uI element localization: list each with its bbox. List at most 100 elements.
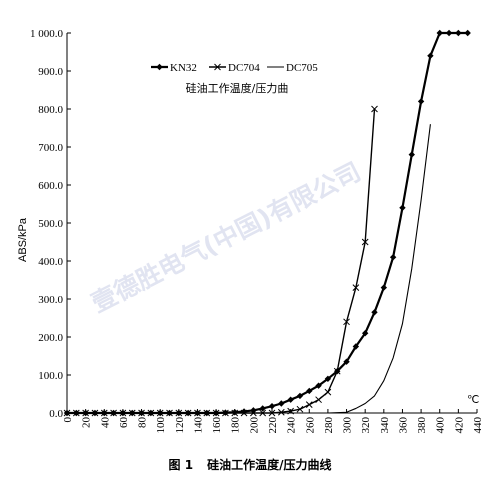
x-axis-unit: ℃: [467, 394, 479, 406]
data-point-dc704: [175, 409, 183, 417]
x-tick-label: 0: [62, 417, 74, 423]
data-point-kn32: [343, 358, 350, 365]
data-point-dc704-stroke-b: [333, 367, 341, 375]
data-point-dc704-stroke-b: [305, 401, 313, 408]
data-point-kn32: [324, 375, 332, 382]
x-tick-label: 440: [472, 417, 484, 434]
data-point-kn32: [399, 204, 406, 211]
data-point-dc704: [240, 409, 248, 417]
legend-label-kn32: KN32: [170, 62, 197, 74]
data-point-kn32: [380, 284, 388, 291]
data-point-dc704-stroke-b: [184, 409, 192, 417]
y-tick-label: 1 000.0: [30, 28, 64, 40]
data-point-kn32: [231, 409, 238, 416]
data-point-kn32: [445, 29, 453, 37]
data-point-kn32: [408, 151, 415, 158]
data-point-dc704: [268, 409, 276, 417]
y-tick-label: 300.0: [38, 294, 63, 306]
data-point-dc704: [231, 409, 239, 417]
y-tick-label: 0.0: [49, 408, 63, 420]
x-tick-label: 280: [323, 417, 335, 434]
data-point-kn32: [268, 402, 276, 410]
data-point-dc704-stroke-b: [277, 408, 285, 416]
data-point-dc704-stroke-b: [361, 238, 369, 246]
data-point-kn32: [371, 309, 378, 316]
data-point-dc704: [305, 401, 313, 408]
data-point-kn32: [455, 29, 462, 37]
figure-title: 硅油工作温度/压力曲线: [207, 458, 332, 472]
data-point-dc704-stroke-b: [138, 409, 145, 417]
data-point-dc704-stroke-b: [250, 409, 257, 417]
x-tick-label: 360: [397, 417, 409, 434]
data-point-kn32: [427, 52, 434, 59]
legend: KN32 DC704 DC705: [151, 62, 318, 74]
data-point-kn32: [464, 29, 471, 37]
x-tick-label: 100: [155, 417, 167, 434]
x-tick-label: 300: [342, 417, 354, 434]
legend-marker-dc704: [214, 63, 221, 71]
data-point-dc704-stroke-b: [324, 388, 332, 396]
series-layer: [63, 29, 471, 417]
x-tick-label: 340: [379, 417, 391, 434]
x-tick-label: 260: [304, 417, 316, 434]
x-tick-label: 140: [192, 417, 204, 434]
series-dc705: [281, 124, 431, 414]
data-point-dc704-stroke-b: [156, 409, 164, 417]
data-point-dc704: [72, 409, 80, 417]
y-axis-label: ABS/kPa: [17, 217, 29, 262]
x-axis-ticks: 0 20 40 60 80 100 120 140 160 180 200 220 240 260 280 3…: [62, 409, 484, 434]
data-point-dc704-stroke-b: [222, 409, 229, 417]
series-line-dc704: [67, 108, 376, 414]
data-point-dc704-stroke-b: [72, 409, 80, 417]
data-point-dc704-stroke-b: [343, 318, 350, 326]
data-point-dc704-stroke-b: [371, 105, 378, 113]
x-tick-label: 80: [137, 417, 149, 429]
data-point-dc704-stroke-b: [147, 409, 155, 417]
data-point-dc704-stroke-b: [203, 409, 211, 417]
data-point-dc704-stroke-b: [119, 409, 127, 417]
figure-caption: 图 1 硅油工作温度/压力曲线: [0, 456, 500, 473]
x-tick-label: 420: [453, 417, 465, 434]
x-tick-label: 60: [118, 417, 130, 429]
data-point-dc704-stroke-b: [194, 409, 201, 417]
x-tick-label: 20: [81, 417, 93, 429]
data-point-dc704: [91, 409, 99, 417]
data-point-dc704: [371, 105, 378, 113]
y-tick-label: 900.0: [38, 66, 63, 78]
x-tick-label: 200: [248, 417, 260, 434]
data-point-dc704-stroke-b: [212, 409, 220, 417]
data-point-dc704: [203, 409, 211, 417]
data-point-kn32: [417, 98, 425, 105]
data-point-dc704: [138, 409, 145, 417]
data-point-dc704-stroke-b: [259, 409, 267, 417]
legend-marker-kn32: [156, 63, 163, 71]
data-point-dc704: [277, 408, 285, 416]
data-point-dc704-stroke-b: [128, 409, 136, 417]
y-tick-label: 100.0: [38, 370, 63, 382]
legend-label-dc705: DC705: [286, 62, 318, 74]
data-point-dc704-stroke-b: [82, 409, 89, 417]
data-point-dc704: [296, 405, 304, 413]
data-point-kn32: [259, 405, 266, 412]
y-tick-label: 200.0: [38, 332, 63, 344]
series-dc704: [63, 105, 378, 417]
x-tick-label: 320: [360, 417, 372, 434]
legend-label-dc704: DC704: [228, 62, 260, 74]
data-point-dc704-stroke-b: [100, 409, 108, 417]
data-point-dc704: [82, 409, 89, 417]
data-point-dc704-stroke-b: [175, 409, 183, 417]
data-point-dc704: [333, 367, 341, 375]
chart-subtitle: 硅油工作温度/压力曲: [186, 81, 289, 95]
data-point-dc704-stroke-b: [315, 396, 322, 404]
data-point-dc704-stroke-b: [231, 409, 239, 417]
data-point-dc704: [119, 409, 127, 417]
data-point-dc704-stroke-b: [352, 284, 360, 291]
data-point-dc704: [100, 409, 108, 417]
y-axis-ticks: 0.0 100.0 200.0 300.0 400.0 500.0 600.0 700.0 80…: [30, 28, 71, 420]
y-tick-label: 600.0: [38, 180, 63, 192]
watermark: 壹德胜电气(中国)有限公司: [87, 157, 366, 318]
data-point-dc704: [63, 409, 71, 417]
data-point-dc704: [184, 409, 192, 417]
data-point-dc704: [156, 409, 164, 417]
data-point-dc704: [110, 409, 117, 417]
